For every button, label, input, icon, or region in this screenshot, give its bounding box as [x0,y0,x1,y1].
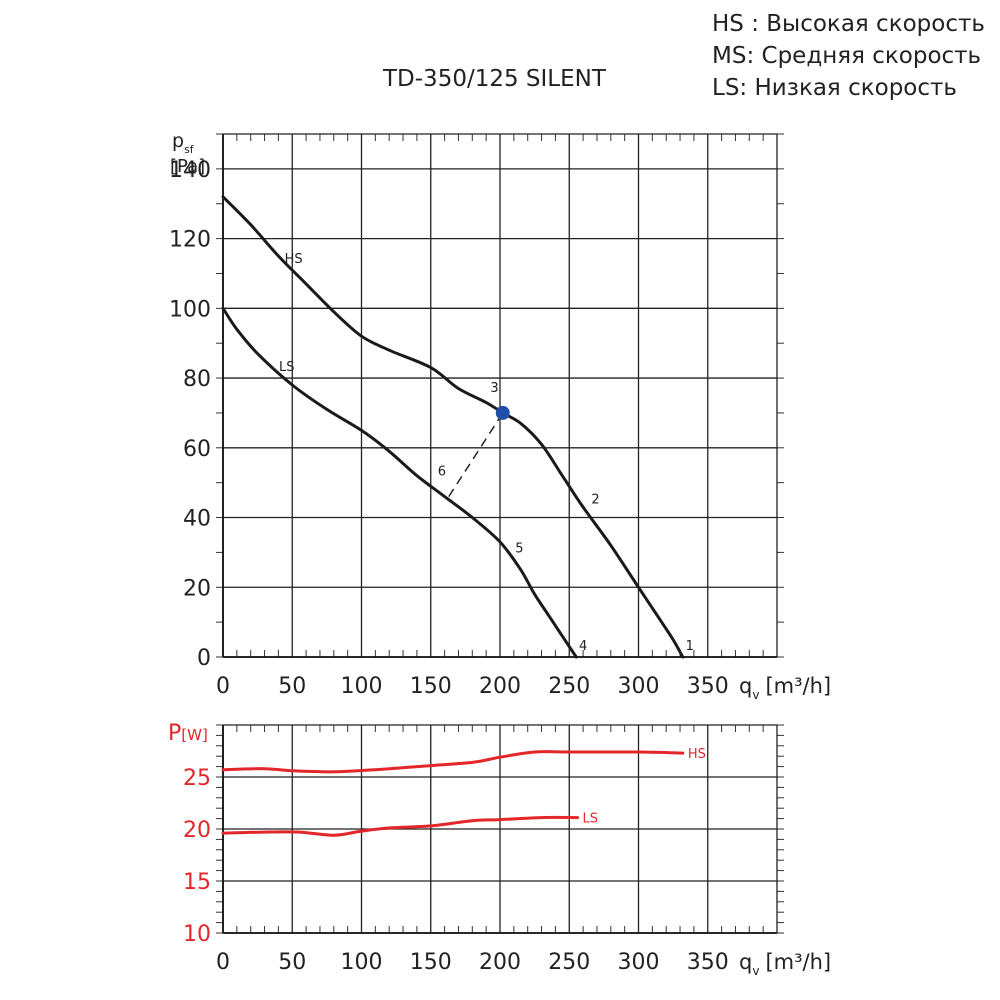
x-tick-label: 100 [341,674,383,699]
x-tick-label: 50 [278,950,306,975]
pressure-chart: 0 50 100 150 200 250 300 350 0 20 40 60 80 100 120 140 q… [169,130,831,702]
x-tick-label: 200 [479,950,521,975]
chart-title: TD-350/125 SILENT [383,66,606,92]
y-tick-label: 80 [183,367,211,392]
y-tick-label: 0 [197,646,211,671]
x-tick-label: 300 [618,950,660,975]
curve-point-label: 1 [686,639,694,654]
curve-name-label: LS [279,360,295,375]
x-tick-label: 350 [687,674,729,699]
legend-ms: MS: Средняя скорость [712,43,982,69]
x-tick-label: 200 [479,674,521,699]
dashed-connector-line [448,412,504,498]
x-tick-label: 0 [216,674,230,699]
curve-point-label: 2 [591,493,599,508]
x-axis-label: qv [m³/h] [739,674,831,702]
series-end-label: LS [583,812,599,827]
y-axis-unit: [Pa] [170,156,205,177]
power-chart: 0 50 100 150 200 250 300 350 10 15 20 25 qv [m³/h] P[W… [168,721,831,978]
series-line-hs [221,750,685,774]
x-tick-label: 250 [548,674,590,699]
y-tick-label: 20 [183,576,211,601]
speed-legend: HS : Высокая скорость MS: Средняя скорос… [712,8,985,104]
operating-point-marker [495,405,510,420]
series-end-label: HS [688,747,706,762]
legend-hs: HS : Высокая скорость [712,11,985,37]
x-tick-label: 150 [410,674,452,699]
x-tick-label: 250 [548,950,590,975]
y-tick-label: 10 [183,922,211,947]
series-line-ls [221,815,580,837]
y-tick-label: 100 [169,297,211,322]
curve-point-label: 6 [438,465,446,480]
x-axis-label: qv [m³/h] [739,950,831,978]
y-tick-label: 140 [169,158,211,183]
x-tick-label: 0 [216,950,230,975]
y-tick-label: 40 [183,507,211,532]
x-tick-label: 50 [278,674,306,699]
curve-point-label: 4 [579,639,587,654]
x-tick-label: 100 [341,950,383,975]
x-tick-label: 350 [687,950,729,975]
curve-name-label: HS [285,252,303,267]
curve-point-label: 3 [490,381,498,396]
y-axis-label: psf [172,130,195,156]
y-tick-label: 25 [183,766,211,791]
y-tick-label: 15 [183,870,211,895]
x-tick-label: 300 [618,674,660,699]
legend-ls: LS: Низкая скорость [712,75,957,101]
curve-point-label: 5 [515,541,523,556]
y-tick-label: 60 [183,437,211,462]
series-line-hs [221,195,685,659]
y-axis-label: P[W] [168,721,208,746]
x-tick-label: 150 [410,950,452,975]
y-tick-label: 20 [183,818,211,843]
y-tick-label: 120 [169,228,211,253]
series-line-ls [221,306,578,659]
